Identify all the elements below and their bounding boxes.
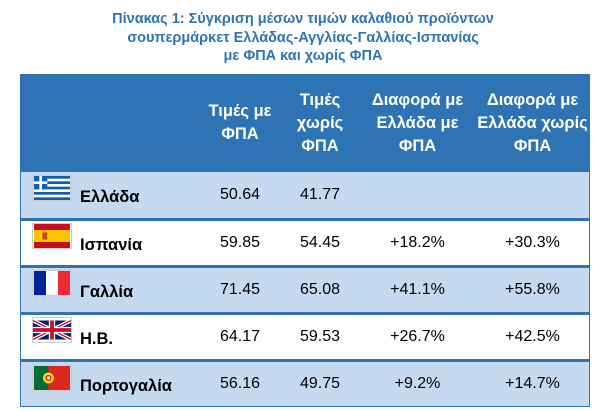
table-row: Η.Β. 64.17 59.53 +26.7% +42.5% [20, 311, 590, 360]
header-price-no-vat-label: Τιμές χωρίς ΦΠΑ [296, 90, 344, 155]
diff-vat-cell: +26.7% [360, 311, 475, 360]
diff-no-vat-cell: +55.8% [475, 264, 590, 313]
portugal-flag-icon [32, 364, 72, 391]
country-cell: Ισπανία [20, 217, 200, 266]
caption-line-2: σουπερμάρκετ Ελλάδας-Αγγλίας-Γαλλίας-Ισπ… [127, 29, 479, 46]
price-no-vat-cell: 59.53 [280, 311, 360, 360]
country-cell: Ελλάδα [20, 172, 200, 219]
header-diff-no-vat-label: Διαφορά με Ελλάδα χωρίς ΦΠΑ [477, 90, 588, 155]
price-comparison-table: Τιμές με ΦΠΑ Τιμές χωρίς ΦΠΑ Διαφορά με … [20, 74, 590, 407]
table-caption: Πίνακας 1: Σύγκριση μέσων τιμών καλαθιού… [0, 10, 606, 66]
header-price-no-vat: Τιμές χωρίς ΦΠΑ [280, 74, 360, 172]
france-flag-icon [32, 270, 72, 296]
country-name: Ελλάδα [80, 187, 140, 206]
table-row: Ισπανία 59.85 54.45 +18.2% +30.3% [20, 217, 590, 266]
diff-no-vat-cell: +14.7% [475, 358, 590, 407]
price-vat-cell: 64.17 [200, 311, 280, 360]
price-no-vat-cell: 65.08 [280, 264, 360, 313]
header-diff-vat-label: Διαφορά με Ελλάδα με ΦΠΑ [371, 90, 464, 155]
diff-vat-cell: +9.2% [360, 358, 475, 407]
country-name: Πορτογαλία [80, 377, 172, 396]
diff-no-vat-cell [475, 172, 590, 219]
price-vat-cell: 71.45 [200, 264, 280, 313]
caption-line-1: Πίνακας 1: Σύγκριση μέσων τιμών καλαθιού… [112, 11, 494, 27]
country-cell: Γαλλία [20, 264, 200, 313]
header-row: Τιμές με ΦΠΑ Τιμές χωρίς ΦΠΑ Διαφορά με … [20, 74, 590, 172]
uk-flag-icon [32, 317, 72, 343]
header-diff-vat: Διαφορά με Ελλάδα με ΦΠΑ [360, 74, 475, 172]
diff-no-vat-cell: +42.5% [475, 311, 590, 360]
country-name: Ισπανία [80, 235, 143, 254]
header-blank [20, 74, 200, 172]
header-price-vat-label: Τιμές με ΦΠΑ [208, 102, 272, 143]
price-no-vat-cell: 54.45 [280, 217, 360, 266]
country-name: Η.Β. [80, 329, 113, 348]
country-cell: Η.Β. [20, 311, 200, 360]
price-vat-cell: 59.85 [200, 217, 280, 266]
spain-flag-icon [32, 223, 72, 249]
caption-line-3: με ΦΠΑ και χωρίς ΦΠΑ [223, 48, 383, 64]
table-row: Πορτογαλία 56.16 49.75 +9.2% +14.7% [20, 358, 590, 407]
country-name: Γαλλία [80, 282, 134, 301]
country-cell: Πορτογαλία [20, 358, 200, 407]
price-vat-cell: 50.64 [219, 185, 261, 203]
diff-vat-cell: +41.1% [360, 264, 475, 313]
diff-vat-cell [360, 172, 475, 219]
header-price-vat: Τιμές με ΦΠΑ [200, 74, 280, 172]
price-no-vat-cell: 49.75 [280, 358, 360, 407]
price-vat-cell: 56.16 [200, 358, 280, 407]
price-no-vat-cell: 41.77 [299, 185, 341, 203]
table-row: Γαλλία 71.45 65.08 +41.1% +55.8% [20, 264, 590, 313]
diff-vat-cell: +18.2% [360, 217, 475, 266]
diff-no-vat-cell: +30.3% [475, 217, 590, 266]
greece-flag-icon [32, 175, 72, 202]
header-diff-no-vat: Διαφορά με Ελλάδα χωρίς ΦΠΑ [475, 74, 590, 172]
table-row: Ελλάδα 50.64 41.77 [20, 172, 590, 219]
